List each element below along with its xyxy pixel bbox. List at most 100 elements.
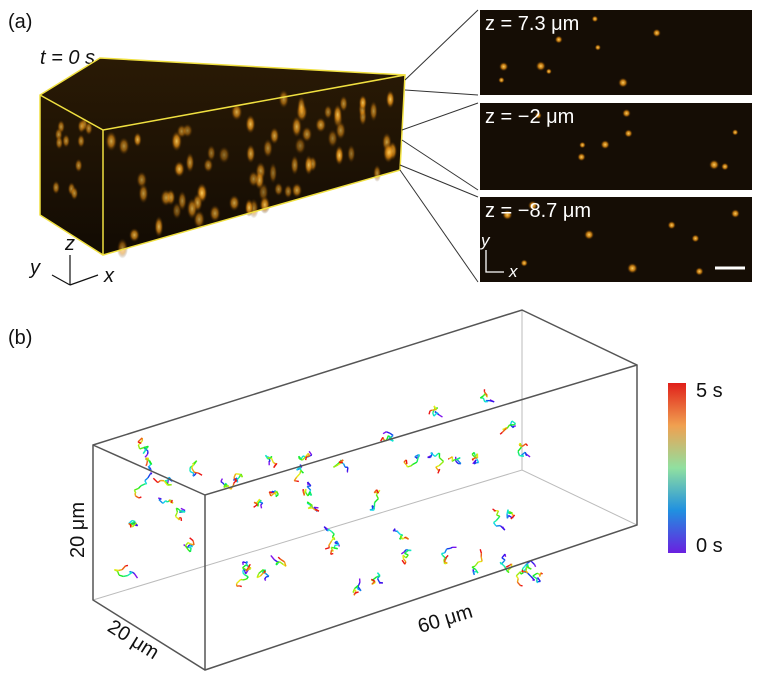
- fluorescent-spot: [246, 144, 255, 164]
- fluorescent-spot: [297, 96, 306, 118]
- trajectory-segment: [280, 559, 284, 562]
- trajectory-segment: [387, 436, 388, 440]
- dimension-label: 20 μm: [104, 616, 163, 664]
- trajectory-segment: [508, 510, 509, 514]
- trajectory-segment: [325, 548, 329, 549]
- fluorescent-spot: [536, 61, 546, 71]
- fluorescent-spot: [624, 129, 632, 137]
- fluorescent-spot: [373, 165, 381, 182]
- trajectories: [114, 389, 542, 595]
- trajectory-segment: [145, 478, 148, 481]
- fluorescent-spot: [77, 119, 85, 133]
- fluorescent-spot: [335, 121, 346, 140]
- trajectory-segment: [500, 432, 502, 434]
- trajectory-segment: [128, 572, 132, 575]
- fluorescent-spot: [595, 44, 601, 50]
- trajectory-segment: [261, 505, 262, 509]
- fluorescent-spot: [721, 163, 729, 171]
- trajectory-segment: [506, 565, 510, 567]
- fluorescent-spot: [324, 105, 333, 120]
- fluorescent-spot: [248, 171, 259, 187]
- fluorescent-spot: [731, 209, 740, 218]
- trajectory-segment: [405, 549, 407, 551]
- trajectory-segment: [153, 478, 157, 482]
- trajectory-segment: [159, 500, 163, 504]
- fluorescent-spot: [315, 117, 326, 133]
- trajectory-segment: [331, 553, 334, 554]
- trajectory-segment: [417, 458, 418, 462]
- trajectory-segment: [519, 456, 523, 457]
- trajectory-segment: [140, 448, 144, 449]
- trajectory-segment: [378, 579, 380, 583]
- fluorescent-spot: [174, 161, 185, 177]
- trajectory-segment: [383, 432, 386, 434]
- fluorescent-spot: [284, 184, 293, 198]
- trajectory-segment: [172, 500, 173, 503]
- trajectory-segment: [278, 557, 280, 559]
- trajectory-segment: [280, 562, 284, 565]
- panel-label: (a): [8, 11, 32, 33]
- trajectory-segment: [472, 459, 473, 460]
- trajectory-segment: [329, 541, 332, 545]
- trajectory-segment: [179, 509, 181, 511]
- fluorescent-spot: [245, 114, 255, 133]
- trajectory-segment: [411, 464, 412, 465]
- trajectory-segment: [483, 398, 484, 402]
- trajectory-segment: [533, 573, 537, 576]
- fluorescent-spot: [369, 101, 377, 122]
- fluorescent-spot: [209, 205, 220, 222]
- trajectory-segment: [138, 445, 139, 449]
- trajectory-segment: [237, 579, 241, 583]
- fluorescent-spot: [229, 195, 240, 211]
- trajectory-segment: [406, 465, 407, 467]
- trajectory-segment: [374, 507, 375, 511]
- trajectory-segment: [158, 481, 161, 483]
- trajectory-segment: [185, 543, 187, 546]
- trajectory-segment: [384, 439, 385, 440]
- trajectory-segment: [432, 409, 436, 410]
- trajectory-segment: [166, 501, 168, 502]
- fluorescent-spot: [274, 182, 283, 196]
- trajectory-segment: [381, 437, 383, 441]
- trajectory-segment: [526, 567, 527, 571]
- trajectory-segment: [118, 571, 119, 575]
- trajectory-segment: [522, 567, 524, 569]
- fluorescent-spot: [55, 136, 63, 150]
- colorbar-label: 5 s: [696, 380, 723, 402]
- trajectory-segment: [123, 576, 127, 577]
- trajectory-segment: [476, 570, 478, 574]
- trajectory-segment: [194, 472, 198, 473]
- trajectory-segment: [407, 466, 411, 467]
- axis-label: z: [64, 233, 75, 255]
- fluorescent-spot: [178, 191, 187, 212]
- trajectory-segment: [135, 493, 136, 496]
- trajectory-segment: [476, 458, 478, 462]
- fluorescent-spot: [52, 180, 60, 194]
- fluorescent-spot: [105, 131, 117, 151]
- slice-connectors: [400, 10, 478, 282]
- fluorescent-spot: [592, 16, 599, 23]
- trajectory-segment: [308, 508, 312, 509]
- trajectory-segment: [445, 549, 447, 553]
- fluorescent-spot: [521, 259, 528, 266]
- trajectory-segment: [403, 559, 405, 562]
- trajectory-segment: [148, 473, 151, 477]
- trajectory-segment: [188, 547, 191, 548]
- trajectory-segment: [516, 572, 520, 576]
- trajectory-segment: [261, 504, 262, 505]
- colorbar: [668, 383, 686, 553]
- fluorescent-spot: [290, 155, 299, 175]
- trajectory-segment: [239, 477, 240, 478]
- trajectory-segment: [131, 524, 135, 525]
- fluorescent-spot: [386, 90, 395, 109]
- box-edges: [93, 310, 637, 670]
- trajectory-segment: [517, 582, 520, 585]
- trajectory-segment: [274, 560, 277, 562]
- slice-label: z = 7.3 μm: [485, 13, 579, 35]
- box-hidden-edges: [93, 310, 637, 600]
- trajectory-segment: [307, 486, 311, 490]
- trajectory-segment: [265, 577, 267, 579]
- trajectory-segment: [406, 460, 407, 464]
- fluorescent-spot: [347, 144, 355, 163]
- trajectory-segment: [163, 501, 166, 504]
